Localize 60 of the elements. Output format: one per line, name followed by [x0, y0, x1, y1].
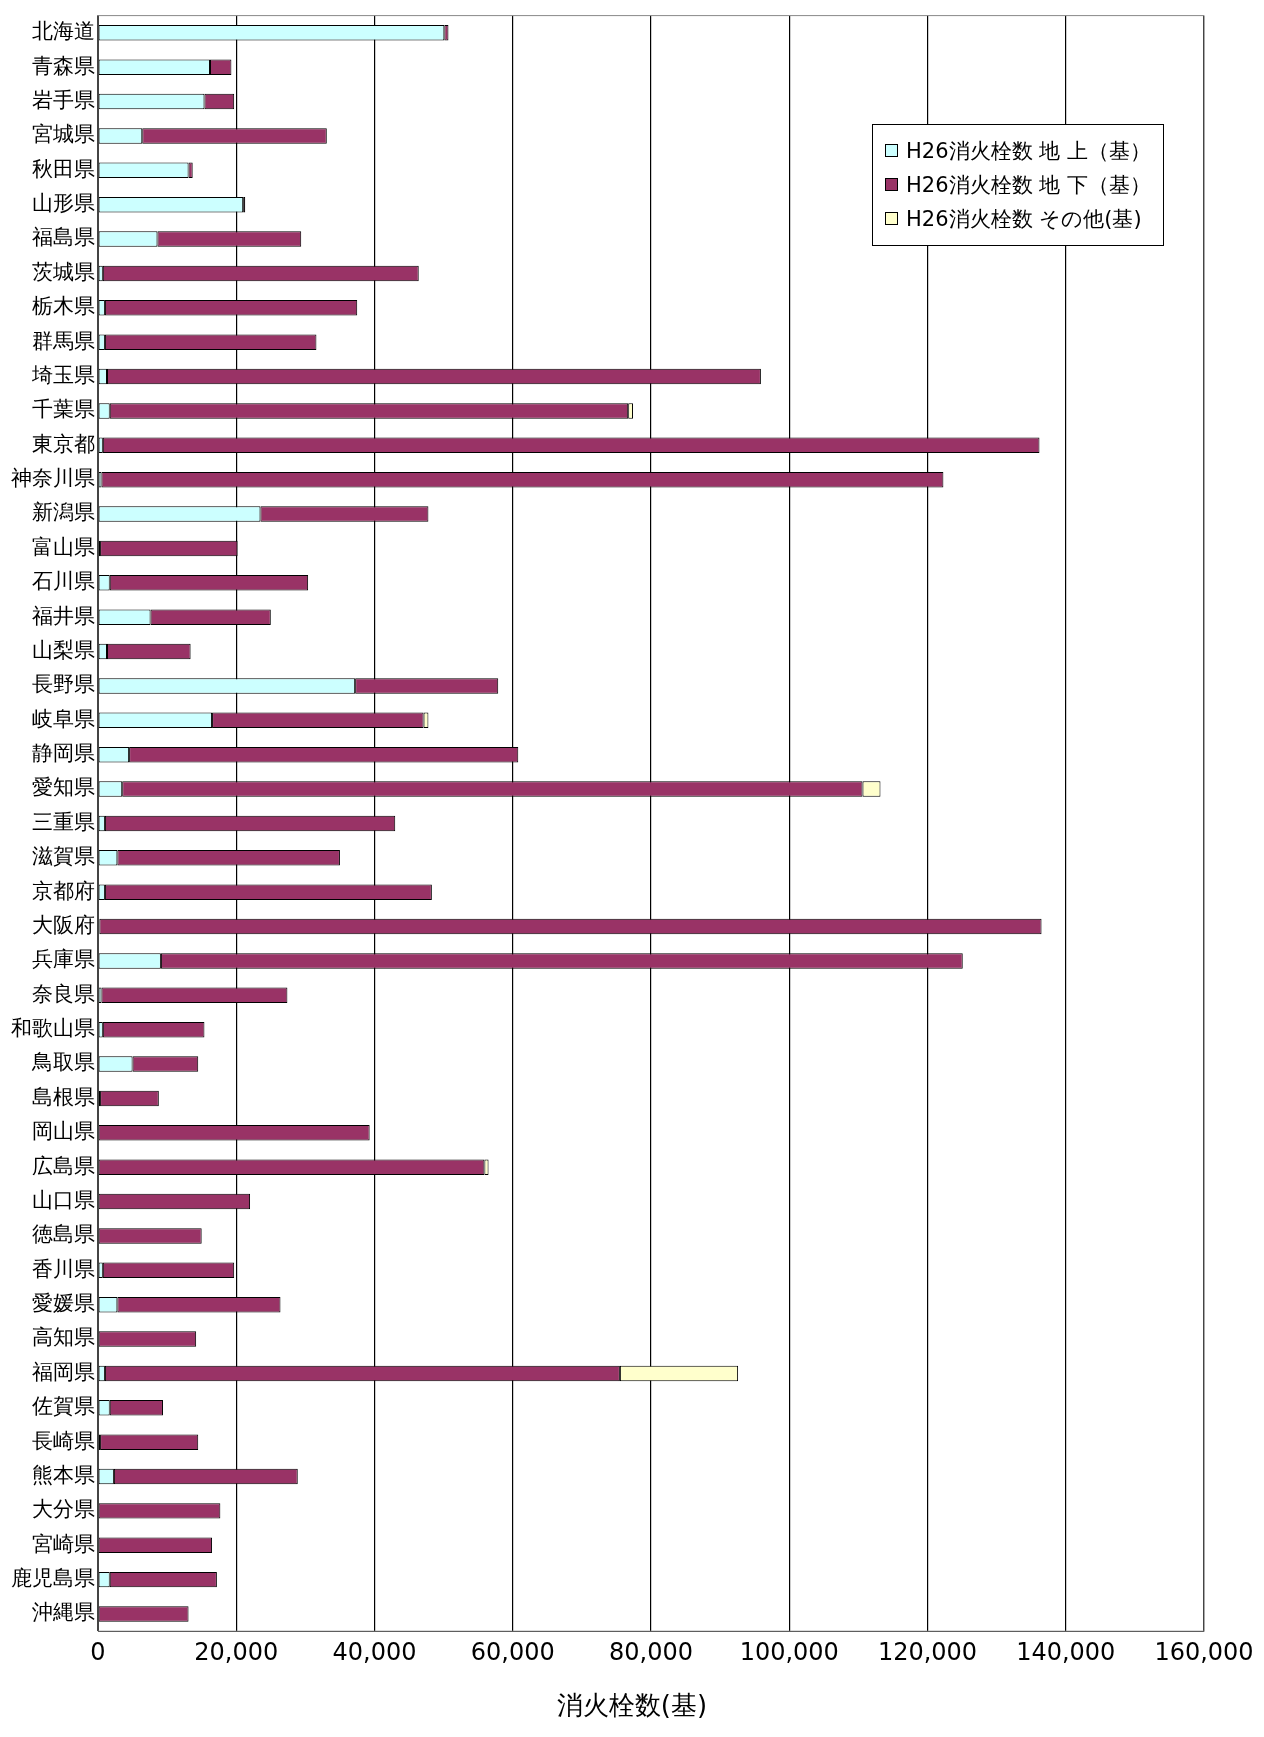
y-tick-label: 石川県: [32, 569, 95, 594]
y-tick-label: 広島県: [32, 1153, 95, 1178]
y-tick-label: 福島県: [32, 225, 95, 250]
y-tick-label: 宮城県: [32, 122, 95, 147]
y-tick-label: 静岡県: [32, 741, 95, 766]
x-tick-label: 40,000: [332, 1637, 417, 1666]
x-tick-label: 140,000: [1016, 1637, 1116, 1666]
legend-label: H26消火栓数 地 下（基）: [906, 171, 1151, 199]
y-tick-label: 島根県: [32, 1084, 95, 1109]
y-tick-label: 群馬県: [32, 328, 95, 353]
y-tick-label: 富山県: [32, 534, 95, 559]
y-tick-label: 北海道: [32, 19, 95, 44]
y-tick-label: 三重県: [32, 809, 95, 834]
x-tick-label: 60,000: [470, 1637, 555, 1666]
y-tick-label: 京都府: [32, 878, 95, 903]
y-tick-label: 熊本県: [32, 1462, 95, 1487]
y-tick-label: 秋田県: [32, 156, 95, 181]
y-tick-label: 沖縄県: [32, 1600, 95, 1625]
x-axis-title: 消火栓数(基): [555, 1689, 709, 1722]
y-tick-label: 大分県: [32, 1497, 95, 1522]
y-tick-label: 奈良県: [32, 981, 95, 1006]
legend-label: H26消火栓数 地 上（基）: [906, 137, 1151, 165]
y-tick-label: 高知県: [32, 1325, 95, 1350]
y-tick-label: 山形県: [32, 191, 95, 216]
y-tick-label: 神奈川県: [11, 466, 95, 491]
y-tick-label: 滋賀県: [32, 844, 95, 869]
x-tick-label: 20,000: [194, 1637, 279, 1666]
x-tick-label: 80,000: [609, 1637, 693, 1666]
y-tick-label: 鹿児島県: [11, 1566, 95, 1591]
y-tick-label: 岩手県: [32, 87, 95, 112]
y-tick-label: 新潟県: [32, 500, 95, 525]
y-tick-label: 千葉県: [32, 397, 95, 422]
y-tick-label: 岡山県: [32, 1119, 95, 1144]
y-tick-label: 茨城県: [32, 259, 95, 284]
y-tick-label: 愛知県: [32, 775, 95, 800]
y-tick-label: 長崎県: [32, 1428, 95, 1453]
x-tick-label: 120,000: [877, 1637, 978, 1666]
x-tick-label: 0: [90, 1637, 106, 1666]
y-tick-label: 佐賀県: [32, 1394, 95, 1419]
y-tick-label: 鳥取県: [31, 1050, 95, 1075]
y-tick-label: 兵庫県: [32, 947, 95, 972]
y-tick-label: 栃木県: [32, 294, 95, 319]
y-tick-label: 福岡県: [32, 1359, 95, 1384]
y-tick-label: 大阪府: [32, 912, 95, 937]
y-tick-label: 愛媛県: [32, 1291, 95, 1316]
legend-label: H26消火栓数 その他(基): [906, 205, 1142, 233]
y-tick-label: 埼玉県: [31, 362, 95, 387]
y-tick-label: 長野県: [32, 672, 95, 697]
x-tick-label: 160,000: [1154, 1637, 1254, 1666]
y-tick-label: 香川県: [32, 1256, 95, 1281]
y-tick-label: 東京都: [32, 431, 95, 456]
y-tick-label: 和歌山県: [11, 1016, 95, 1041]
y-tick-label: 山梨県: [32, 637, 95, 662]
y-tick-label: 青森県: [32, 53, 95, 78]
y-tick-label: 山口県: [32, 1187, 95, 1212]
y-tick-label: 徳島県: [32, 1222, 95, 1247]
y-tick-label: 岐阜県: [32, 706, 95, 731]
y-tick-label: 宮崎県: [32, 1531, 95, 1556]
y-tick-label: 福井県: [32, 603, 95, 628]
x-tick-label: 100,000: [739, 1637, 839, 1666]
